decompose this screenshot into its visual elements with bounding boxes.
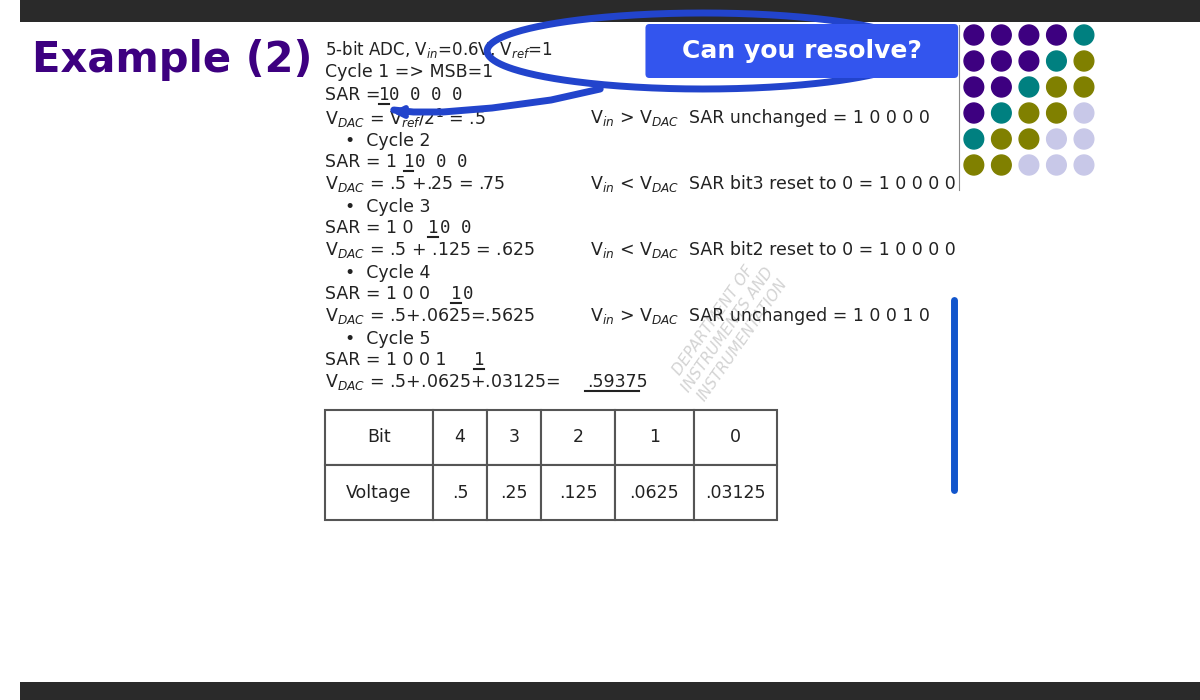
Bar: [614, 410, 694, 465]
Text: SAR =: SAR =: [325, 86, 386, 104]
Circle shape: [1046, 77, 1067, 97]
Bar: [20, 0, 1200, 22]
Text: V$_{DAC}$ = .5+.0625+.03125=: V$_{DAC}$ = .5+.0625+.03125=: [325, 372, 562, 392]
Text: 0 0 0: 0 0 0: [415, 153, 468, 171]
Text: V$_{in}$ < V$_{DAC}$: V$_{in}$ < V$_{DAC}$: [590, 174, 680, 194]
Text: SAR = 1 0: SAR = 1 0: [325, 219, 419, 237]
Circle shape: [1074, 51, 1094, 71]
Bar: [20, 682, 1200, 700]
Bar: [433, 410, 487, 465]
Circle shape: [1074, 25, 1094, 45]
Bar: [325, 465, 433, 520]
Text: Bit: Bit: [367, 428, 391, 447]
Bar: [325, 410, 433, 465]
Circle shape: [964, 51, 984, 71]
Text: V$_{in}$ > V$_{DAC}$: V$_{in}$ > V$_{DAC}$: [590, 108, 680, 128]
Circle shape: [1074, 103, 1094, 123]
Text: DEPARTMENT OF
INSTRUMENTS AND
INSTRUMENTATION: DEPARTMENT OF INSTRUMENTS AND INSTRUMENT…: [665, 255, 791, 405]
Text: 1: 1: [379, 86, 390, 104]
Text: .25: .25: [500, 484, 528, 501]
Circle shape: [991, 155, 1012, 175]
Bar: [487, 465, 541, 520]
Text: 0: 0: [730, 428, 740, 447]
Bar: [433, 465, 487, 520]
Text: SAR unchanged = 1 0 0 1 0: SAR unchanged = 1 0 0 1 0: [689, 307, 930, 325]
Bar: [541, 465, 614, 520]
Circle shape: [964, 77, 984, 97]
Text: SAR bit2 reset to 0 = 1 0 0 0 0: SAR bit2 reset to 0 = 1 0 0 0 0: [689, 241, 955, 259]
Circle shape: [1019, 103, 1039, 123]
Text: 5-bit ADC, V$_{in}$=0.6V, V$_{ref}$=1: 5-bit ADC, V$_{in}$=0.6V, V$_{ref}$=1: [325, 39, 553, 60]
Text: 0 0 0 0: 0 0 0 0: [389, 86, 462, 104]
Circle shape: [964, 129, 984, 149]
Bar: [694, 410, 778, 465]
Text: .125: .125: [559, 484, 598, 501]
Text: V$_{DAC}$ = .5 +.25 = .75: V$_{DAC}$ = .5 +.25 = .75: [325, 174, 505, 194]
Circle shape: [1046, 129, 1067, 149]
Circle shape: [964, 155, 984, 175]
Circle shape: [1019, 25, 1039, 45]
Text: Cycle 1 => MSB=1: Cycle 1 => MSB=1: [325, 63, 493, 81]
Text: V$_{DAC}$ = .5 + .125 = .625: V$_{DAC}$ = .5 + .125 = .625: [325, 240, 535, 260]
Circle shape: [1019, 51, 1039, 71]
Text: V$_{DAC}$ = .5+.0625=.5625: V$_{DAC}$ = .5+.0625=.5625: [325, 306, 535, 326]
Text: SAR = 1 0 0: SAR = 1 0 0: [325, 285, 436, 303]
Circle shape: [1046, 103, 1067, 123]
Text: 0 0: 0 0: [440, 219, 472, 237]
Text: Voltage: Voltage: [347, 484, 412, 501]
Text: Example (2): Example (2): [32, 39, 313, 81]
Text: SAR bit3 reset to 0 = 1 0 0 0 0: SAR bit3 reset to 0 = 1 0 0 0 0: [689, 175, 955, 193]
Text: SAR = 1 0 0 1: SAR = 1 0 0 1: [325, 351, 452, 369]
Text: 1: 1: [451, 285, 461, 303]
Text: •  Cycle 2: • Cycle 2: [344, 132, 430, 150]
Circle shape: [1046, 155, 1067, 175]
Text: 0: 0: [462, 285, 473, 303]
Circle shape: [991, 103, 1012, 123]
Text: Can you resolve?: Can you resolve?: [682, 39, 922, 63]
Circle shape: [991, 129, 1012, 149]
Text: .5: .5: [452, 484, 468, 501]
Circle shape: [1074, 155, 1094, 175]
Text: V$_{DAC}$ = V$_{ref}$/2$^{1}$ = .5: V$_{DAC}$ = V$_{ref}$/2$^{1}$ = .5: [325, 106, 486, 130]
Text: .03125: .03125: [706, 484, 766, 501]
Bar: [541, 410, 614, 465]
Text: 2: 2: [572, 428, 583, 447]
Bar: [487, 410, 541, 465]
Text: SAR = 1: SAR = 1: [325, 153, 402, 171]
Circle shape: [1074, 129, 1094, 149]
Circle shape: [964, 25, 984, 45]
Bar: [694, 465, 778, 520]
Text: •  Cycle 3: • Cycle 3: [344, 198, 430, 216]
FancyBboxPatch shape: [646, 24, 958, 78]
Circle shape: [1019, 155, 1039, 175]
Circle shape: [1046, 51, 1067, 71]
Text: 1: 1: [649, 428, 660, 447]
Circle shape: [1046, 25, 1067, 45]
Text: •  Cycle 4: • Cycle 4: [344, 264, 430, 282]
Circle shape: [964, 103, 984, 123]
Circle shape: [1019, 77, 1039, 97]
Text: 1: 1: [403, 153, 414, 171]
Text: SAR unchanged = 1 0 0 0 0: SAR unchanged = 1 0 0 0 0: [689, 109, 930, 127]
Text: 4: 4: [455, 428, 466, 447]
Text: V$_{in}$ > V$_{DAC}$: V$_{in}$ > V$_{DAC}$: [590, 306, 680, 326]
Circle shape: [991, 77, 1012, 97]
Text: 1: 1: [474, 351, 485, 369]
Text: 1: 1: [428, 219, 439, 237]
Text: 3: 3: [509, 428, 520, 447]
Text: .59375: .59375: [588, 373, 648, 391]
Circle shape: [1019, 129, 1039, 149]
Text: .0625: .0625: [630, 484, 679, 501]
Text: V$_{in}$ < V$_{DAC}$: V$_{in}$ < V$_{DAC}$: [590, 240, 680, 260]
Text: •  Cycle 5: • Cycle 5: [344, 330, 430, 348]
Circle shape: [1074, 77, 1094, 97]
Bar: [614, 465, 694, 520]
Circle shape: [991, 51, 1012, 71]
Circle shape: [991, 25, 1012, 45]
